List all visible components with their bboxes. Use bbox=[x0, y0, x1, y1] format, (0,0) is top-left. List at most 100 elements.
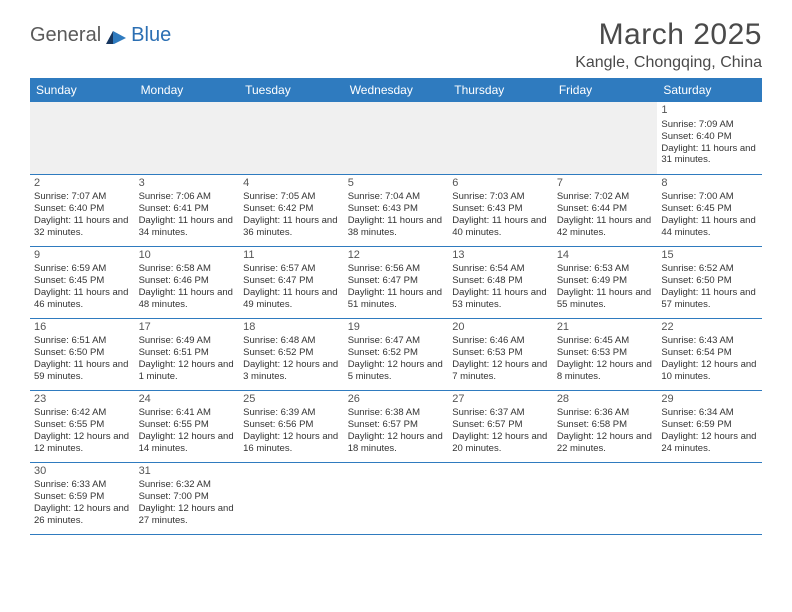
daylight-text: Daylight: 11 hours and 32 minutes. bbox=[34, 215, 131, 239]
day-number: 4 bbox=[243, 177, 340, 191]
day-number: 7 bbox=[557, 177, 654, 191]
sunset-text: Sunset: 6:43 PM bbox=[452, 203, 549, 215]
daylight-text: Daylight: 12 hours and 5 minutes. bbox=[348, 359, 445, 383]
daylight-text: Daylight: 11 hours and 42 minutes. bbox=[557, 215, 654, 239]
daylight-text: Daylight: 12 hours and 3 minutes. bbox=[243, 359, 340, 383]
daylight-text: Daylight: 12 hours and 8 minutes. bbox=[557, 359, 654, 383]
calendar-table: SundayMondayTuesdayWednesdayThursdayFrid… bbox=[30, 78, 762, 535]
weekday-header: Friday bbox=[553, 78, 658, 102]
calendar-cell: 19Sunrise: 6:47 AMSunset: 6:52 PMDayligh… bbox=[344, 318, 449, 390]
calendar-cell: 22Sunrise: 6:43 AMSunset: 6:54 PMDayligh… bbox=[657, 318, 762, 390]
sunset-text: Sunset: 6:50 PM bbox=[34, 347, 131, 359]
daylight-text: Daylight: 12 hours and 14 minutes. bbox=[139, 431, 236, 455]
sunrise-text: Sunrise: 7:03 AM bbox=[452, 191, 549, 203]
calendar-cell bbox=[239, 462, 344, 534]
sunset-text: Sunset: 6:53 PM bbox=[452, 347, 549, 359]
sunset-text: Sunset: 6:55 PM bbox=[139, 419, 236, 431]
daylight-text: Daylight: 11 hours and 38 minutes. bbox=[348, 215, 445, 239]
flag-icon bbox=[106, 28, 128, 44]
sunset-text: Sunset: 6:55 PM bbox=[34, 419, 131, 431]
daylight-text: Daylight: 12 hours and 27 minutes. bbox=[139, 503, 236, 527]
calendar-cell: 17Sunrise: 6:49 AMSunset: 6:51 PMDayligh… bbox=[135, 318, 240, 390]
calendar-week: 2Sunrise: 7:07 AMSunset: 6:40 PMDaylight… bbox=[30, 174, 762, 246]
sunset-text: Sunset: 6:59 PM bbox=[34, 491, 131, 503]
sunrise-text: Sunrise: 7:05 AM bbox=[243, 191, 340, 203]
daylight-text: Daylight: 12 hours and 16 minutes. bbox=[243, 431, 340, 455]
day-number: 31 bbox=[139, 465, 236, 479]
sunset-text: Sunset: 6:54 PM bbox=[661, 347, 758, 359]
sunset-text: Sunset: 6:56 PM bbox=[243, 419, 340, 431]
sunset-text: Sunset: 6:57 PM bbox=[452, 419, 549, 431]
day-number: 6 bbox=[452, 177, 549, 191]
sunset-text: Sunset: 6:45 PM bbox=[34, 275, 131, 287]
logo-text-blue: Blue bbox=[131, 24, 171, 47]
sunrise-text: Sunrise: 6:57 AM bbox=[243, 263, 340, 275]
calendar-cell: 29Sunrise: 6:34 AMSunset: 6:59 PMDayligh… bbox=[657, 390, 762, 462]
calendar-cell: 6Sunrise: 7:03 AMSunset: 6:43 PMDaylight… bbox=[448, 174, 553, 246]
sunrise-text: Sunrise: 6:52 AM bbox=[661, 263, 758, 275]
day-number: 28 bbox=[557, 393, 654, 407]
day-number: 20 bbox=[452, 321, 549, 335]
daylight-text: Daylight: 12 hours and 1 minute. bbox=[139, 359, 236, 383]
calendar-cell bbox=[135, 102, 240, 174]
sunset-text: Sunset: 6:52 PM bbox=[348, 347, 445, 359]
calendar-cell: 31Sunrise: 6:32 AMSunset: 7:00 PMDayligh… bbox=[135, 462, 240, 534]
sunset-text: Sunset: 6:53 PM bbox=[557, 347, 654, 359]
sunrise-text: Sunrise: 6:56 AM bbox=[348, 263, 445, 275]
day-number: 8 bbox=[661, 177, 758, 191]
sunset-text: Sunset: 6:49 PM bbox=[557, 275, 654, 287]
day-number: 27 bbox=[452, 393, 549, 407]
weekday-header: Sunday bbox=[30, 78, 135, 102]
sunrise-text: Sunrise: 6:37 AM bbox=[452, 407, 549, 419]
day-number: 13 bbox=[452, 249, 549, 263]
sunrise-text: Sunrise: 6:58 AM bbox=[139, 263, 236, 275]
weekday-header: Wednesday bbox=[344, 78, 449, 102]
day-number: 14 bbox=[557, 249, 654, 263]
sunset-text: Sunset: 6:42 PM bbox=[243, 203, 340, 215]
sunrise-text: Sunrise: 6:42 AM bbox=[34, 407, 131, 419]
daylight-text: Daylight: 12 hours and 24 minutes. bbox=[661, 431, 758, 455]
sunrise-text: Sunrise: 6:47 AM bbox=[348, 335, 445, 347]
calendar-cell: 14Sunrise: 6:53 AMSunset: 6:49 PMDayligh… bbox=[553, 246, 658, 318]
calendar-cell: 26Sunrise: 6:38 AMSunset: 6:57 PMDayligh… bbox=[344, 390, 449, 462]
title-block: March 2025 Kangle, Chongqing, China bbox=[575, 18, 762, 72]
calendar-cell: 9Sunrise: 6:59 AMSunset: 6:45 PMDaylight… bbox=[30, 246, 135, 318]
sunset-text: Sunset: 6:44 PM bbox=[557, 203, 654, 215]
day-number: 23 bbox=[34, 393, 131, 407]
sunset-text: Sunset: 6:59 PM bbox=[661, 419, 758, 431]
daylight-text: Daylight: 11 hours and 49 minutes. bbox=[243, 287, 340, 311]
daylight-text: Daylight: 11 hours and 55 minutes. bbox=[557, 287, 654, 311]
sunset-text: Sunset: 6:58 PM bbox=[557, 419, 654, 431]
sunrise-text: Sunrise: 6:48 AM bbox=[243, 335, 340, 347]
sunset-text: Sunset: 6:45 PM bbox=[661, 203, 758, 215]
calendar-body: 1Sunrise: 7:09 AMSunset: 6:40 PMDaylight… bbox=[30, 102, 762, 534]
calendar-cell bbox=[448, 102, 553, 174]
calendar-cell bbox=[657, 462, 762, 534]
day-number: 29 bbox=[661, 393, 758, 407]
calendar-cell: 16Sunrise: 6:51 AMSunset: 6:50 PMDayligh… bbox=[30, 318, 135, 390]
daylight-text: Daylight: 12 hours and 7 minutes. bbox=[452, 359, 549, 383]
calendar-page: General Blue March 2025 Kangle, Chongqin… bbox=[0, 0, 792, 545]
day-number: 26 bbox=[348, 393, 445, 407]
sunset-text: Sunset: 6:48 PM bbox=[452, 275, 549, 287]
sunrise-text: Sunrise: 7:00 AM bbox=[661, 191, 758, 203]
calendar-cell: 3Sunrise: 7:06 AMSunset: 6:41 PMDaylight… bbox=[135, 174, 240, 246]
sunrise-text: Sunrise: 6:59 AM bbox=[34, 263, 131, 275]
sunrise-text: Sunrise: 6:51 AM bbox=[34, 335, 131, 347]
weekday-header: Thursday bbox=[448, 78, 553, 102]
day-number: 25 bbox=[243, 393, 340, 407]
calendar-cell: 11Sunrise: 6:57 AMSunset: 6:47 PMDayligh… bbox=[239, 246, 344, 318]
daylight-text: Daylight: 11 hours and 36 minutes. bbox=[243, 215, 340, 239]
sunset-text: Sunset: 6:40 PM bbox=[34, 203, 131, 215]
calendar-cell bbox=[553, 462, 658, 534]
sunrise-text: Sunrise: 6:49 AM bbox=[139, 335, 236, 347]
calendar-cell: 18Sunrise: 6:48 AMSunset: 6:52 PMDayligh… bbox=[239, 318, 344, 390]
sunrise-text: Sunrise: 6:32 AM bbox=[139, 479, 236, 491]
day-number: 24 bbox=[139, 393, 236, 407]
calendar-cell: 20Sunrise: 6:46 AMSunset: 6:53 PMDayligh… bbox=[448, 318, 553, 390]
daylight-text: Daylight: 12 hours and 18 minutes. bbox=[348, 431, 445, 455]
sunrise-text: Sunrise: 7:09 AM bbox=[661, 119, 758, 131]
logo-text-general: General bbox=[30, 24, 101, 47]
daylight-text: Daylight: 11 hours and 57 minutes. bbox=[661, 287, 758, 311]
day-number: 21 bbox=[557, 321, 654, 335]
